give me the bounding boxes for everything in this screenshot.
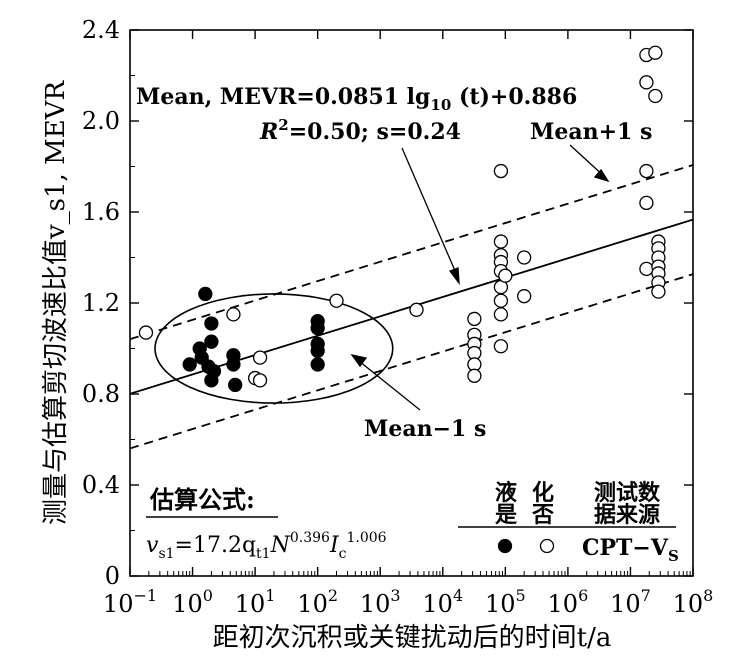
y-tick-label: 0.8: [82, 380, 120, 408]
non-liquefied-point: [648, 88, 663, 104]
legend-header-3-bottom: 据来源: [594, 502, 660, 528]
y-axis-title: 测量与估算剪切波速比值v_s1, MEVR: [41, 80, 71, 525]
y-tick-label: 0.4: [82, 471, 120, 499]
legend-header-1-bottom: 是: [495, 502, 517, 528]
non-liquefied-point: [639, 163, 654, 179]
formula-equation: vs1=17.2qt1N0.396Ic1.006: [146, 530, 387, 562]
non-liquefied-point: [493, 339, 509, 354]
legend-filled-marker: [497, 538, 513, 554]
liquefied-point: [228, 377, 243, 393]
liquefied-point: [310, 343, 325, 358]
liquefied-point: [206, 364, 222, 379]
y-tick-labels: 0 0.4 0.8 1.2 1.6 2.0 2.4: [82, 16, 120, 590]
legend-header-3-top: 测试数: [594, 480, 661, 506]
dashed-line: [130, 164, 693, 341]
non-liquefied-point: [493, 163, 509, 179]
y-tick-label: 2.0: [82, 107, 120, 135]
mean-arrow: [401, 147, 460, 281]
x-tick-label: 103: [360, 586, 401, 618]
x-tick-label: 101: [235, 586, 276, 618]
mean-plus-arrowhead: [593, 168, 610, 183]
plot-area: [130, 45, 693, 450]
y-tick-label: 1.6: [82, 198, 120, 226]
x-tick-label: 106: [548, 586, 589, 618]
x-tick-label: 10−1: [103, 586, 157, 618]
non-liquefied-point: [329, 293, 344, 308]
x-tick-label: 105: [485, 586, 526, 618]
liquefied-point: [310, 320, 325, 336]
non-liquefied-point: [493, 293, 509, 308]
legend-header-2-bottom: 否: [531, 502, 554, 528]
non-liquefied-point: [493, 307, 509, 322]
legend-source: CPT−VS: [582, 535, 679, 565]
liquefied-point: [204, 334, 219, 349]
non-liquefied-point: [226, 307, 241, 322]
y-tick-label: 2.4: [82, 16, 120, 44]
x-tick-label: 108: [673, 586, 714, 618]
x-tick-label: 107: [610, 586, 651, 618]
legend-header-1-top: 液: [495, 480, 517, 506]
r2-text: R2=0.50; s=0.24: [259, 116, 461, 145]
legend-open-marker: [539, 538, 555, 554]
non-liquefied-point: [648, 45, 663, 60]
non-liquefied-point: [639, 195, 654, 211]
y-tick-label: 1.2: [82, 289, 120, 317]
formula-title: 估算公式:: [149, 485, 255, 514]
legend-header-2-top: 化: [532, 480, 554, 506]
annotation-arrows: [350, 144, 610, 411]
mean-minus-arrowhead: [350, 354, 368, 368]
non-liquefied-point: [493, 234, 509, 249]
mean-equation: Mean, MEVR=0.0851 lg10 (t)+0.886: [136, 84, 577, 114]
mean-minus-label: Mean−1 s: [364, 416, 486, 442]
non-liquefied-point: [409, 302, 424, 317]
liquefied-point: [310, 357, 325, 372]
dashed-line: [130, 273, 693, 450]
liquefied-point: [198, 286, 213, 302]
non-liquefied-point: [467, 311, 482, 327]
mean-arrowhead: [448, 267, 460, 286]
non-liquefied-point: [517, 289, 532, 304]
non-liquefied-point: [651, 284, 666, 299]
y-tick-label: 0: [105, 562, 120, 590]
liquefied-point: [204, 316, 219, 331]
non-liquefied-point: [498, 268, 513, 283]
non-liquefied-point: [138, 325, 154, 340]
x-axis-title: 距初次沉积或关键扰动后的时间t/a: [213, 623, 612, 653]
non-liquefied-point: [517, 250, 532, 265]
mean-plus-label: Mean+1 s: [530, 119, 652, 145]
liquefied-point: [226, 357, 241, 372]
data-points: [138, 45, 666, 393]
mean-minus-arrow: [353, 356, 421, 411]
liquefied-point: [182, 357, 197, 372]
non-liquefied-point: [252, 350, 268, 365]
non-liquefied-point: [467, 368, 482, 383]
axis-ticks: [129, 29, 694, 577]
x-tick-label: 104: [422, 586, 463, 618]
x-tick-label: 102: [297, 586, 338, 618]
non-liquefied-point: [252, 373, 268, 388]
non-liquefied-point: [639, 261, 654, 277]
x-tick-label: 100: [172, 586, 213, 618]
legend: 液 是 化 否 测试数 据来源 CPT−VS: [458, 480, 679, 565]
non-liquefied-point: [639, 75, 654, 90]
x-tick-labels: 10−1 100 101 102 103 104 105 106 107 108: [103, 586, 713, 618]
